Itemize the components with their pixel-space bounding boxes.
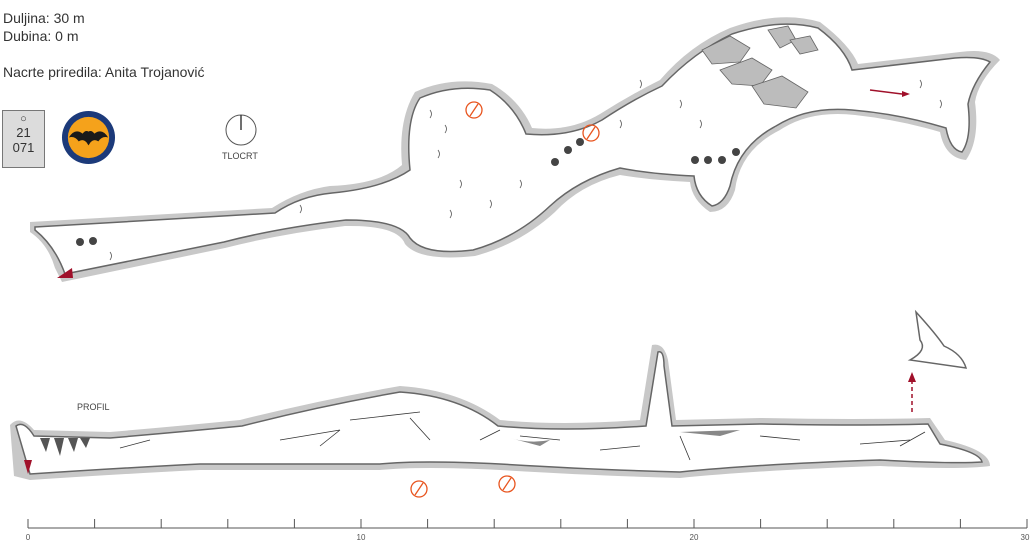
bat-marker-icon	[582, 124, 600, 142]
depth-text: Dubina: 0 m	[3, 28, 79, 44]
club-logo	[61, 110, 116, 165]
bat-marker-icon	[498, 475, 516, 493]
profile-view-label: PROFIL	[77, 402, 110, 412]
scale-label-0: 0	[26, 533, 31, 542]
profile-cracks	[119, 411, 926, 461]
plan-stalagmites	[76, 138, 740, 246]
plan-sediment-marks	[109, 79, 942, 261]
scale-label-30: 30	[1021, 533, 1030, 542]
scale-label-20: 20	[690, 533, 699, 542]
profile-upper-passage	[907, 309, 968, 369]
profile-cave-outline	[15, 351, 983, 475]
cave-id-bottom: 071	[12, 140, 35, 155]
scale-bar: 0 10 20 30	[26, 519, 1030, 542]
length-text: Duljina: 30 m	[3, 10, 85, 26]
bat-marker-icon	[465, 101, 483, 119]
profile-stalactites	[40, 438, 90, 456]
cave-id-top: 21	[16, 125, 31, 140]
entrance-symbol-icon: ○	[20, 113, 27, 125]
author-text: Nacrte priredila: Anita Trojanović	[3, 64, 205, 80]
cave-plan	[30, 17, 1000, 282]
plan-boulders	[701, 25, 819, 109]
north-arrow-icon	[225, 114, 257, 146]
plan-view-label: TLOCRT	[222, 151, 258, 161]
scale-label-10: 10	[357, 533, 366, 542]
plan-direction-arrow-icon	[869, 89, 903, 95]
profile-entrance-arrow-icon	[24, 460, 32, 474]
bat-marker-icon	[410, 480, 428, 498]
cave-id-badge: ○ 21 071	[2, 110, 45, 168]
plan-cave-outline	[34, 23, 992, 275]
plan-entrance-arrow-icon	[57, 268, 73, 278]
cave-profile	[10, 309, 990, 498]
